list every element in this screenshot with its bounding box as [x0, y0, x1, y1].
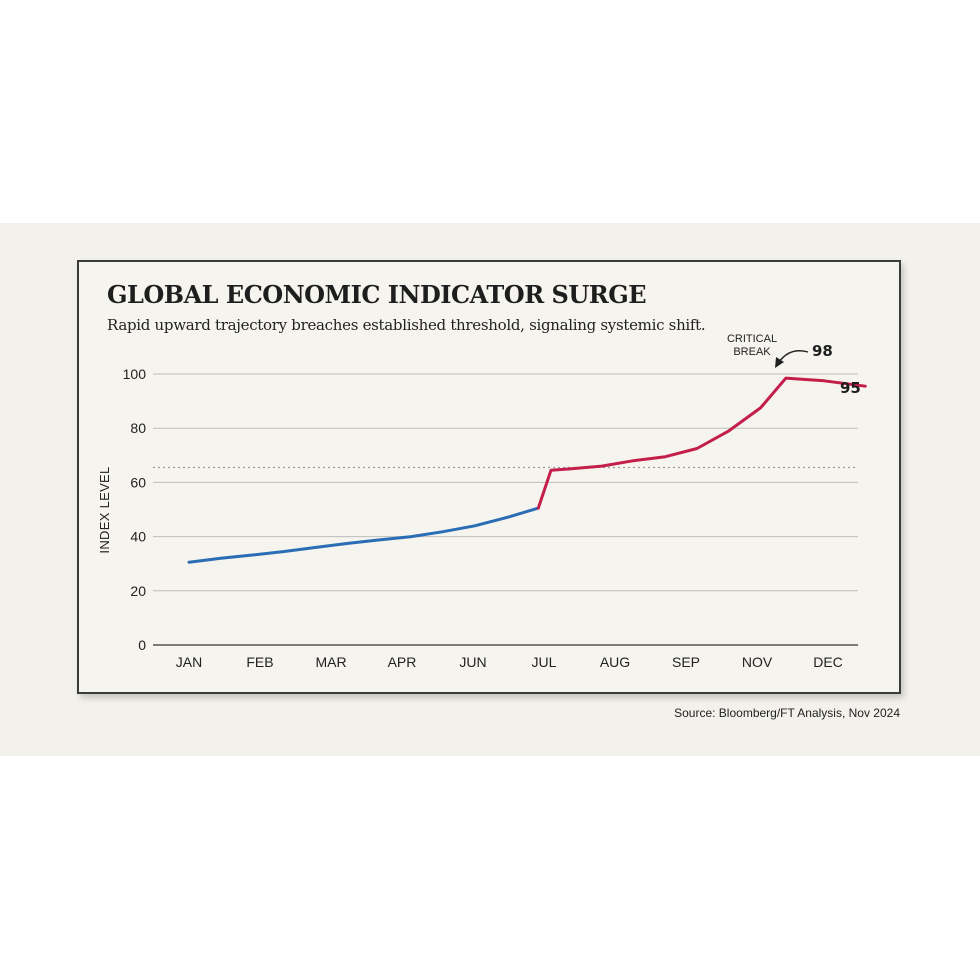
y-tick-label: 100: [123, 366, 147, 382]
x-tick-label: AUG: [600, 654, 630, 670]
source-note: Source: Bloomberg/FT Analysis, Nov 2024: [674, 706, 900, 720]
series-line-2: [536, 376, 867, 510]
data-label-peak: 98: [812, 342, 833, 360]
chart-card: [77, 260, 901, 694]
y-axis-ticks: 0 20 40 60 80 100: [123, 366, 147, 653]
x-tick-label: MAR: [315, 654, 346, 670]
data-label-end: 95: [840, 379, 861, 397]
x-tick-label: JUN: [459, 654, 486, 670]
y-tick-label: 80: [130, 420, 146, 436]
grid-lines: [153, 373, 858, 592]
series-line-1: [187, 506, 540, 564]
x-tick-label: DEC: [813, 654, 843, 670]
chart-subtitle: Rapid upward trajectory breaches establi…: [107, 316, 706, 334]
y-tick-label: 0: [138, 637, 146, 653]
x-tick-label: NOV: [742, 654, 773, 670]
x-tick-label: APR: [388, 654, 417, 670]
y-tick-label: 60: [130, 474, 146, 490]
x-tick-label: SEP: [672, 654, 700, 670]
series-lines: [187, 376, 867, 564]
y-tick-label: 20: [130, 583, 146, 599]
y-tick-label: 40: [130, 529, 146, 545]
x-axis-ticks: JAN FEB MAR APR JUN JUL AUG SEP NOV DEC: [176, 654, 843, 670]
x-tick-label: FEB: [246, 654, 273, 670]
annotation-line2: BREAK: [733, 346, 771, 358]
x-tick-label: JUL: [532, 654, 557, 670]
annotation-line1: CRITICAL: [727, 333, 777, 345]
x-tick-label: JAN: [176, 654, 202, 670]
annotation-arrow: [778, 350, 809, 363]
chart-title: GLOBAL ECONOMIC INDICATOR SURGE: [107, 280, 646, 309]
y-axis-label: INDEX LEVEL: [97, 466, 112, 553]
annotation-arrowhead: [775, 357, 784, 368]
